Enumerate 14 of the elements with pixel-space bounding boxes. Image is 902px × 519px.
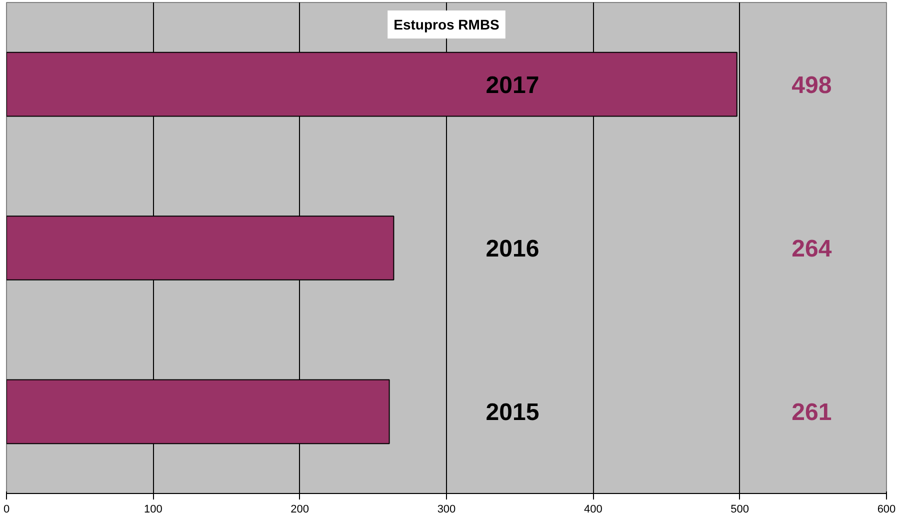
data-label: 264	[792, 236, 832, 262]
x-tick-label: 100	[144, 504, 162, 516]
text: Estupros RMBS	[394, 16, 500, 32]
x-tick-label: 300	[437, 504, 456, 516]
y-tick-label: 2015	[486, 399, 540, 426]
x-tick-label: 200	[290, 504, 310, 516]
x-tick-label: 500	[730, 504, 750, 516]
x-tick-label: 600	[877, 504, 896, 516]
x-tick-label: 0	[3, 504, 10, 516]
data-label: 498	[792, 72, 832, 99]
y-tick-label: 2016	[486, 236, 540, 262]
y-tick-label: 2017	[486, 72, 540, 99]
x-tick-label: 400	[584, 504, 602, 516]
data-label: 261	[792, 399, 832, 426]
